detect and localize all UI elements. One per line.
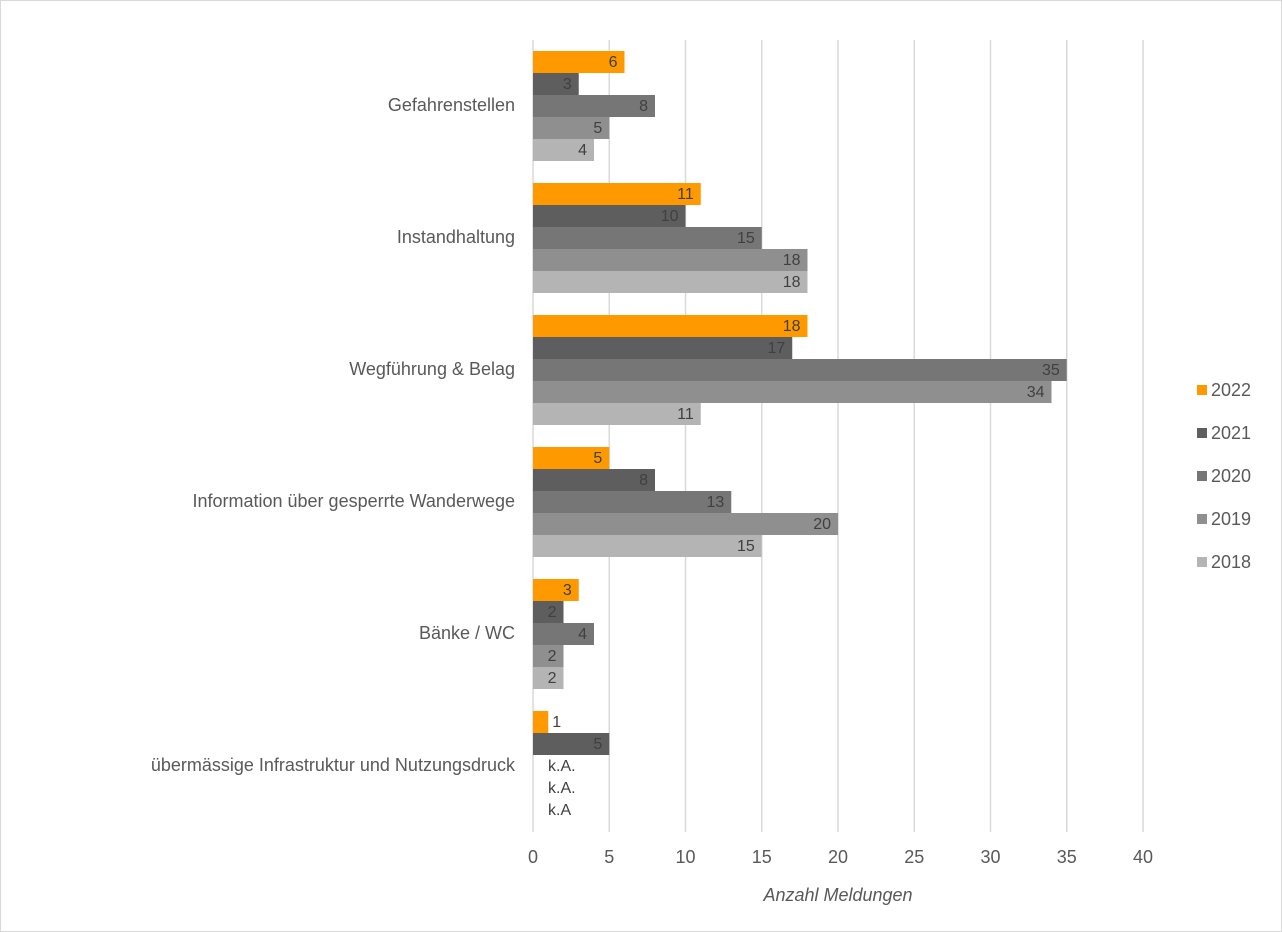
bar: [533, 403, 701, 425]
legend-label: 2022: [1211, 380, 1251, 400]
x-tick-label: 25: [904, 847, 924, 867]
value-label: 20: [813, 516, 831, 533]
x-tick-label: 0: [528, 847, 538, 867]
value-label: 18: [783, 274, 801, 291]
bar: [533, 271, 808, 293]
value-label: 5: [593, 120, 602, 137]
bar: [533, 381, 1052, 403]
value-label: 2: [548, 604, 557, 621]
bar: [533, 447, 610, 469]
bar: [533, 315, 808, 337]
legend-swatch: [1197, 471, 1207, 481]
bar: [533, 623, 594, 645]
bar: [533, 183, 701, 205]
value-label: 11: [677, 406, 694, 423]
value-label: 4: [578, 142, 587, 159]
x-tick-label: 40: [1133, 847, 1153, 867]
bar: [533, 491, 732, 513]
value-label: 2: [548, 670, 557, 687]
value-label: k.A.: [548, 780, 576, 797]
value-label: 17: [767, 340, 785, 357]
bar: [533, 645, 564, 667]
value-label: k.A.: [548, 758, 576, 775]
x-axis-title: Anzahl Meldungen: [762, 885, 912, 905]
bar: [533, 469, 655, 491]
bar: [533, 117, 610, 139]
x-tick-label: 15: [752, 847, 772, 867]
bar: [533, 73, 579, 95]
x-tick-label: 5: [604, 847, 614, 867]
category-label: Instandhaltung: [397, 227, 515, 247]
value-label: 15: [737, 538, 755, 555]
value-label: 10: [661, 208, 679, 225]
x-tick-label: 10: [675, 847, 695, 867]
value-label: 8: [639, 98, 648, 115]
bar: [533, 51, 625, 73]
value-label: 13: [706, 494, 724, 511]
legend-swatch: [1197, 514, 1207, 524]
category-label: Information über gesperrte Wanderwege: [192, 491, 515, 511]
value-label: 6: [609, 54, 618, 71]
bar: [533, 667, 564, 689]
value-label: 1: [552, 714, 561, 731]
value-label: 2: [548, 648, 557, 665]
bar: [533, 513, 838, 535]
value-label: 4: [578, 626, 587, 643]
legend-label: 2019: [1211, 509, 1251, 529]
bar: [533, 733, 610, 755]
bar: [533, 337, 793, 359]
value-label: 3: [563, 582, 572, 599]
legend-swatch: [1197, 557, 1207, 567]
bar: [533, 95, 655, 117]
value-label: 11: [677, 186, 694, 203]
value-label: k.A: [548, 802, 571, 819]
legend-label: 2020: [1211, 466, 1251, 486]
x-tick-label: 30: [980, 847, 1000, 867]
legend-label: 2018: [1211, 552, 1251, 572]
bar: [533, 227, 762, 249]
legend-label: 2021: [1211, 423, 1251, 443]
value-label: 35: [1042, 362, 1060, 379]
legend-swatch: [1197, 385, 1207, 395]
bar: [533, 601, 564, 623]
value-label: 8: [639, 472, 648, 489]
value-label: 34: [1027, 384, 1045, 401]
legend-swatch: [1197, 428, 1207, 438]
category-label: übermässige Infrastruktur und Nutzungsdr…: [151, 755, 516, 775]
bar: [533, 579, 579, 601]
bar: [533, 711, 549, 733]
bar: [533, 535, 762, 557]
value-label: 5: [593, 736, 602, 753]
value-label: 18: [783, 252, 801, 269]
bar: [533, 205, 686, 227]
bar: [533, 249, 808, 271]
value-label: 18: [783, 318, 801, 335]
bar: [533, 139, 594, 161]
category-label: Wegführung & Belag: [349, 359, 515, 379]
x-tick-label: 35: [1057, 847, 1077, 867]
value-label: 3: [563, 76, 572, 93]
category-label: Gefahrenstellen: [388, 95, 515, 115]
category-label: Bänke / WC: [419, 623, 515, 643]
value-label: 15: [737, 230, 755, 247]
value-label: 5: [593, 450, 602, 467]
bar: [533, 359, 1067, 381]
x-tick-label: 20: [828, 847, 848, 867]
